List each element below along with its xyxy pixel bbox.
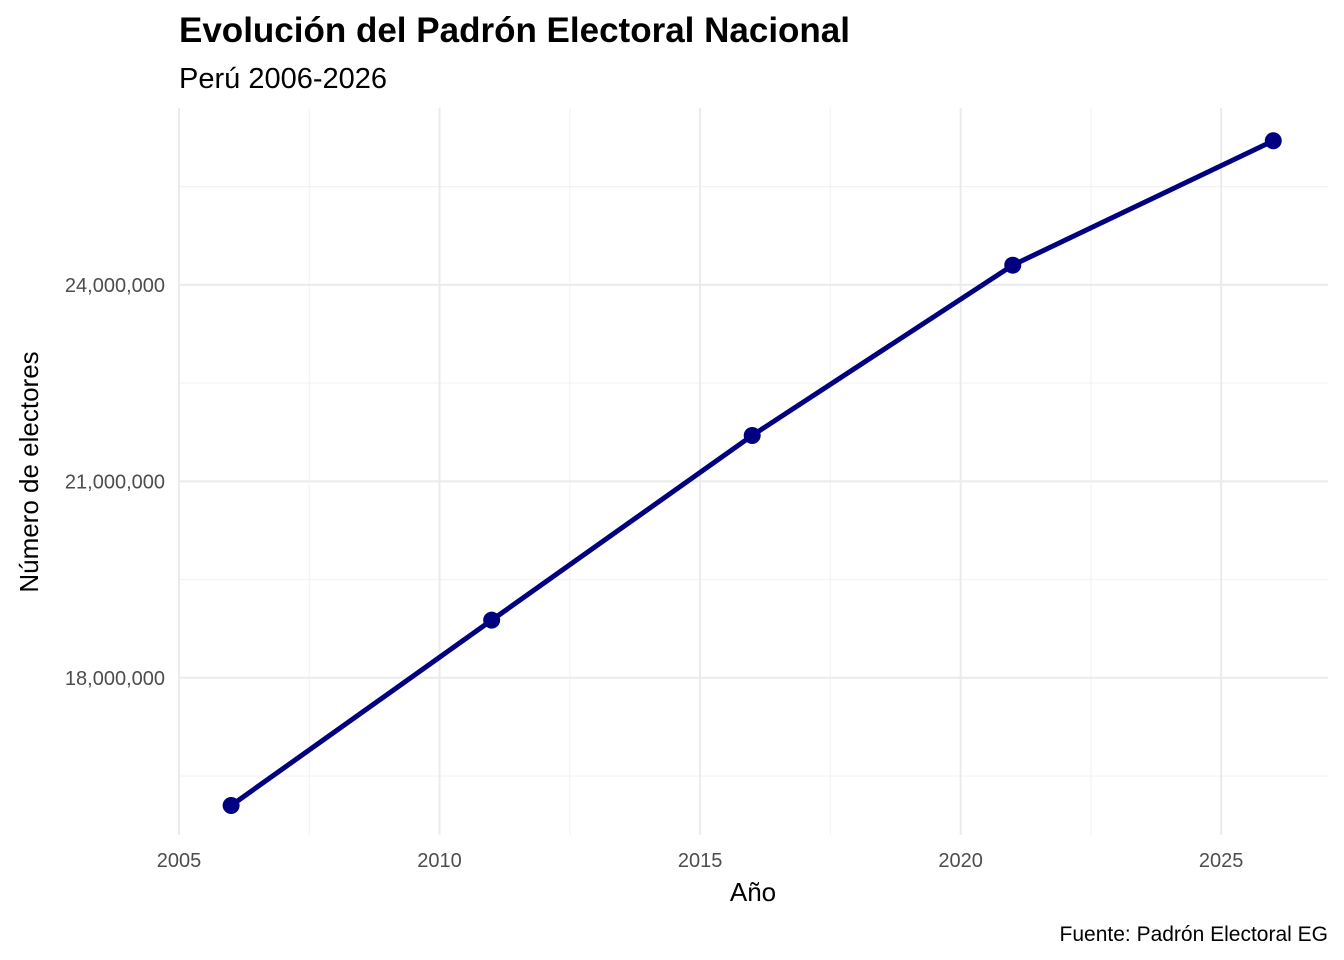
y-tick-label: 18,000,000	[65, 668, 165, 690]
chart-subtitle: Perú 2006-2026	[179, 63, 387, 95]
data-point	[483, 611, 501, 629]
chart-caption: Fuente: Padrón Electoral EG	[1060, 923, 1328, 946]
x-tick-label: 2005	[157, 850, 202, 872]
y-axis-title: Número de electores	[14, 351, 44, 592]
chart-title: Evolución del Padrón Electoral Nacional	[179, 11, 850, 50]
x-axis-tick-labels: 2005 2010 2015 2020 2025	[157, 850, 1244, 872]
minor-gridlines	[179, 108, 1328, 835]
data-point	[1004, 256, 1022, 274]
data-point	[743, 426, 761, 444]
series-electores	[222, 132, 1282, 815]
data-point	[1264, 132, 1282, 150]
y-axis-tick-labels: 18,000,000 21,000,000 24,000,000	[65, 275, 165, 690]
data-point	[222, 797, 240, 815]
x-tick-label: 2015	[678, 850, 723, 872]
x-tick-label: 2010	[417, 850, 462, 872]
x-tick-label: 2025	[1199, 850, 1244, 872]
x-axis-title: Año	[730, 877, 776, 907]
x-tick-label: 2020	[938, 850, 983, 872]
y-tick-label: 21,000,000	[65, 471, 165, 493]
y-tick-label: 24,000,000	[65, 275, 165, 297]
major-gridlines	[178, 108, 1328, 835]
series-line	[228, 138, 1276, 809]
